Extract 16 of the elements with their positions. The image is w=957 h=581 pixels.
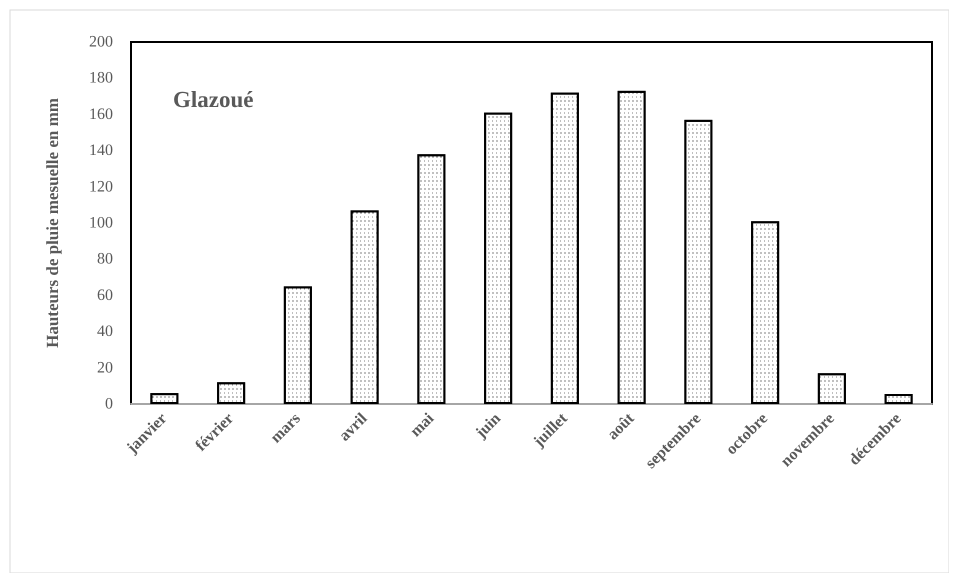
y-tick-label: 20 (97, 359, 113, 376)
y-tick-label: 60 (97, 286, 113, 304)
x-tick-label: juin (472, 410, 504, 442)
y-tick-label: 40 (97, 323, 113, 340)
annotation: Glazoué (173, 87, 254, 112)
y-tick-label: 100 (89, 214, 113, 232)
y-tick-label: 140 (89, 142, 113, 160)
y-tick-label: 200 (89, 34, 113, 50)
y-axis-title: Hauteurs de pluie mesuelle en mm (43, 98, 62, 348)
y-tick-label: 0 (105, 396, 113, 412)
y-tick-label: 80 (97, 250, 113, 268)
x-tick-label: mai (407, 410, 438, 440)
y-tick-label: 160 (89, 106, 113, 123)
y-tick-label: 180 (89, 70, 113, 87)
y-tick-label: 120 (89, 178, 113, 196)
x-tick-label: août (604, 410, 638, 444)
